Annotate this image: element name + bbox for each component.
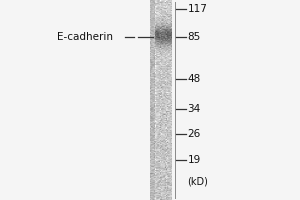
Text: 19: 19 — [188, 155, 201, 165]
Text: (kD): (kD) — [188, 177, 208, 187]
Text: 117: 117 — [188, 4, 207, 14]
Text: 85: 85 — [188, 32, 201, 42]
Text: 34: 34 — [188, 104, 201, 114]
Text: 26: 26 — [188, 129, 201, 139]
Text: E-cadherin: E-cadherin — [58, 32, 113, 42]
Text: 48: 48 — [188, 74, 201, 84]
